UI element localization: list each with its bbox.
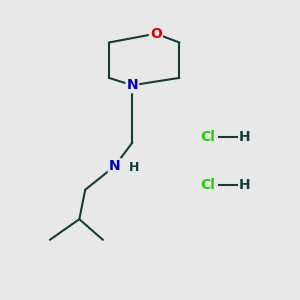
Text: Cl: Cl — [200, 178, 215, 192]
Text: N: N — [127, 78, 138, 92]
Text: H: H — [238, 178, 250, 192]
Text: O: O — [150, 27, 162, 41]
Text: H: H — [129, 161, 139, 174]
Text: N: N — [109, 159, 121, 173]
Text: H: H — [238, 130, 250, 144]
Text: Cl: Cl — [200, 130, 215, 144]
